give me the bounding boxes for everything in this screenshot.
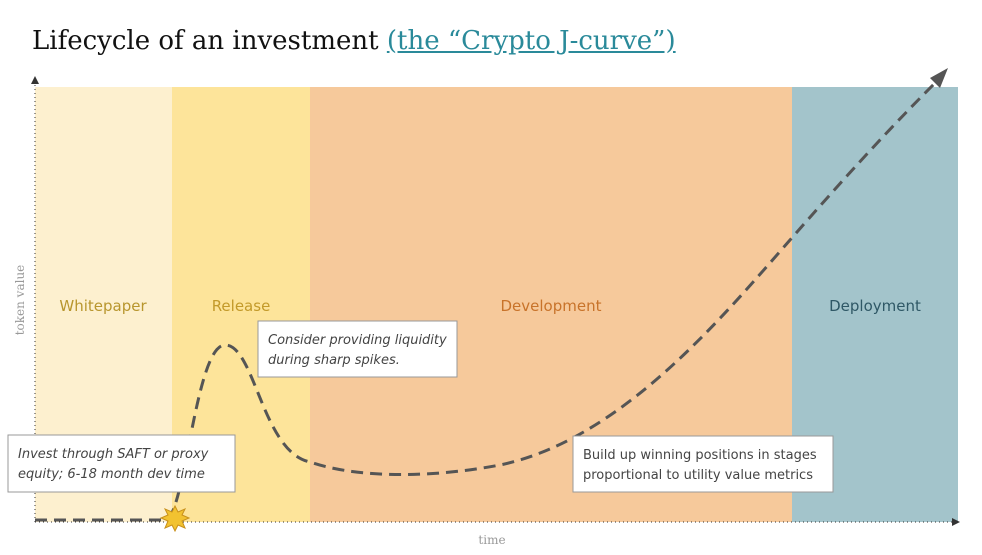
j-curve [35,78,940,522]
note-text: Build up winning positions in stages [583,448,817,463]
phase-label: Deployment [829,297,921,315]
note-text: Consider providing liquidity [268,333,447,348]
note-text: during sharp spikes. [268,353,400,368]
note-box [572,435,834,493]
phase-label: Whitepaper [59,297,147,315]
y-arrow [31,76,39,84]
phase-label: Development [501,297,602,315]
title: Lifecycle of an investment (the “Crypto … [32,26,676,56]
x-arrow [952,518,960,526]
curve-arrow [930,68,948,88]
burst-icon [159,504,191,533]
y-label: token value [13,265,27,336]
x-label: time [478,533,505,547]
note-text: equity; 6-18 month dev time [18,467,205,482]
title-text: Lifecycle of an investment [32,26,379,56]
note-text: proportional to utility value metrics [583,468,813,483]
note-text: Invest through SAFT or proxy [18,447,209,462]
phase-label: Release [212,297,271,315]
note-box [257,320,458,378]
title-link[interactable]: (the “Crypto J-curve”) [386,26,676,56]
note-box [7,434,236,493]
